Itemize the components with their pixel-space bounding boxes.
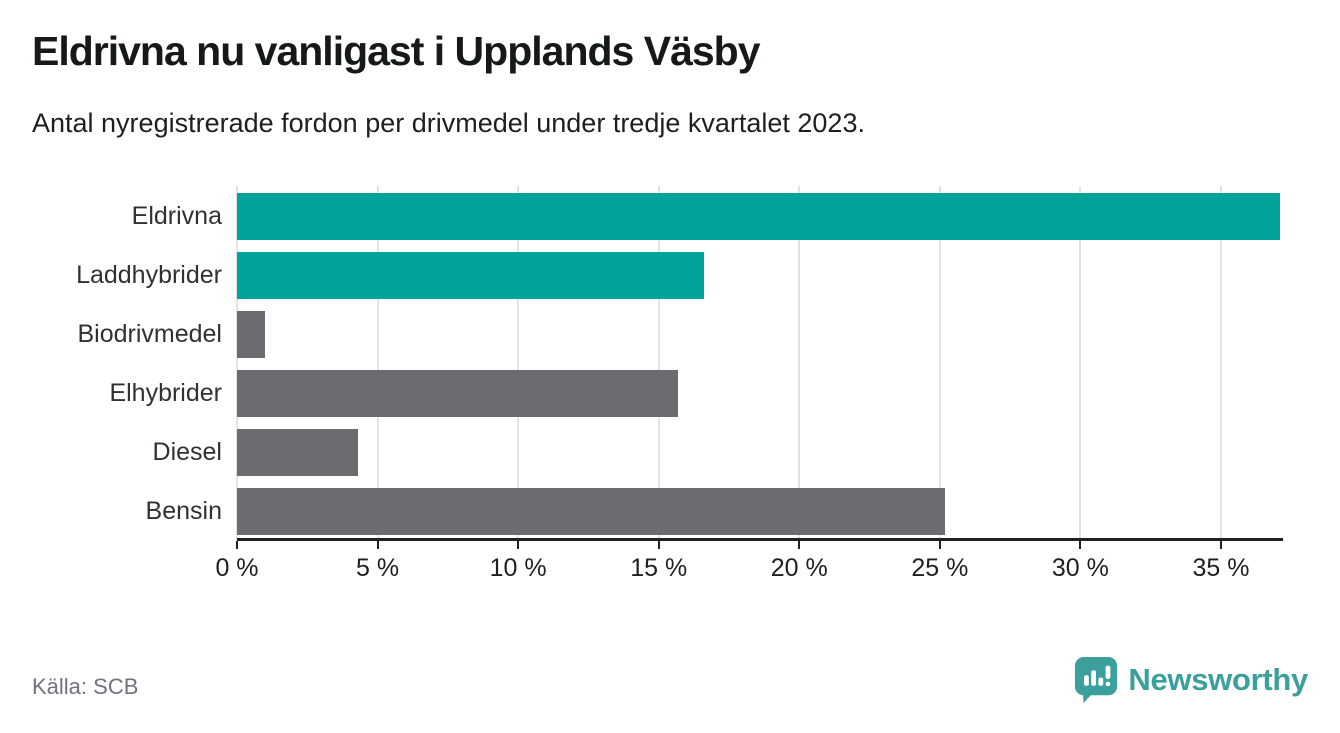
category-label-laddhybrider: Laddhybrider [76, 261, 222, 289]
category-label-diesel: Diesel [152, 438, 222, 466]
tick-label-5%: 5 % [356, 554, 400, 582]
tick-label-25%: 25 % [911, 554, 969, 582]
tick-mark-30% [1079, 541, 1082, 549]
bar-diesel [237, 429, 358, 476]
bar-bensin [237, 488, 946, 535]
gridline-0% [236, 186, 238, 540]
gridline-5% [376, 186, 379, 540]
tick-mark-10% [517, 541, 520, 549]
category-label-elhybrider: Elhybrider [109, 379, 222, 407]
tick-label-10%: 10 % [489, 554, 547, 582]
bar-biodrivmedel [237, 311, 266, 358]
tick-label-0%: 0 % [215, 554, 259, 582]
gridline-10% [517, 186, 520, 540]
category-label-biodrivmedel: Biodrivmedel [77, 320, 222, 348]
newsworthy-speech-bubble-bar-chart-icon [1075, 657, 1118, 703]
gridline-25% [938, 186, 941, 540]
tick-label-30%: 30 % [1051, 554, 1109, 582]
category-label-eldrivna: Eldrivna [131, 202, 222, 230]
tick-mark-25% [938, 541, 941, 549]
plot-area [236, 186, 1280, 540]
tick-label-15%: 15 % [630, 554, 688, 582]
chart-title: Eldrivna nu vanligast i Upplands Väsby [32, 28, 761, 74]
bar-eldrivna [237, 193, 1280, 240]
category-axis: Eldrivna Laddhybrider Biodrivmedel Elhybrid… [0, 186, 222, 540]
bar-elhybrider [237, 370, 679, 417]
tick-mark-20% [798, 541, 801, 549]
tick-mark-0% [236, 541, 238, 549]
x-axis-line [237, 538, 1283, 541]
tick-label-20%: 20 % [770, 554, 828, 582]
bar-laddhybrider [237, 252, 704, 299]
gridline-15% [657, 186, 660, 540]
category-label-bensin: Bensin [145, 497, 222, 525]
gridline-35% [1219, 186, 1222, 540]
gridline-20% [798, 186, 801, 540]
brand-wordmark: Newsworthy [1128, 662, 1308, 697]
gridline-30% [1079, 186, 1082, 540]
bar-chart: Eldrivna Laddhybrider Biodrivmedel Elhybrid… [0, 186, 1340, 606]
tick-label-35%: 35 % [1192, 554, 1250, 582]
tick-mark-5% [376, 541, 379, 549]
newsworthy-logo: Newsworthy [1074, 656, 1308, 704]
chart-subtitle: Antal nyregistrerade fordon per drivmede… [32, 108, 865, 138]
tick-mark-35% [1219, 541, 1222, 549]
source-note: Källa: SCB [32, 674, 139, 699]
tick-mark-15% [657, 541, 660, 549]
